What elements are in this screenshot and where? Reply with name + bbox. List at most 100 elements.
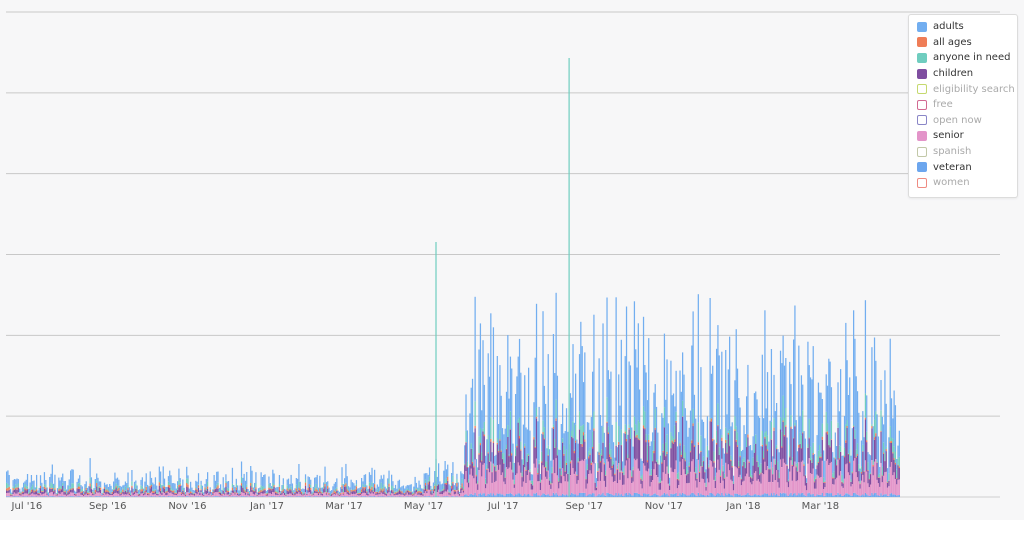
bar-segment-children (230, 493, 232, 495)
bar-segment-senior (137, 496, 140, 497)
bar-segment-children (611, 467, 613, 477)
bar-segment-all-ages (860, 472, 863, 474)
bar-segment-anyone-in-need (486, 464, 488, 469)
bar-segment-anyone-in-need (830, 420, 833, 440)
bar-segment-anyone-in-need (689, 442, 692, 452)
bar-segment-senior (428, 489, 431, 497)
bar-segment-adults (573, 422, 575, 450)
bar-segment-veteran (790, 492, 792, 497)
bar-segment-all-ages (653, 450, 655, 454)
bar-segment-all-ages (505, 448, 508, 450)
bar-segment-anyone-in-need (376, 489, 378, 492)
bar-segment-children (658, 483, 660, 490)
bar-segment-senior (494, 482, 496, 496)
bar-segment-children (499, 440, 501, 465)
legend-item-children[interactable]: children (909, 66, 1017, 82)
bar-segment-adults (56, 488, 59, 493)
legend-item-anyone-in-need[interactable]: anyone in need (909, 50, 1017, 66)
bar-segment-anyone-in-need (63, 488, 65, 492)
bar-segment-children (483, 436, 485, 464)
bar-segment-children (161, 492, 163, 496)
bar-segment-all-ages (173, 490, 175, 493)
bar-segment-all-ages (475, 475, 478, 477)
bar-segment-children (409, 492, 411, 495)
bar-segment-senior (577, 480, 579, 496)
bar-segment-senior (103, 492, 106, 497)
bar-segment-all-ages (558, 481, 560, 482)
legend-item-senior[interactable]: senior (909, 128, 1017, 144)
legend-item-adults[interactable]: adults (909, 19, 1017, 35)
bar-segment-children (654, 429, 656, 464)
legend-item-spanish[interactable]: spanish (909, 144, 1017, 160)
bar-segment-children (193, 493, 196, 496)
bar-segment-adults (464, 445, 466, 464)
bar-segment-senior (684, 474, 686, 495)
bar-segment-children (118, 490, 120, 494)
bar-segment-all-ages (749, 476, 752, 478)
bar-segment-adults (337, 490, 339, 493)
bar-segment-senior (41, 494, 43, 497)
legend-item-veteran[interactable]: veteran (909, 159, 1017, 175)
bar-segment-adults (118, 479, 120, 486)
bar-segment-veteran (735, 493, 737, 497)
legend-item-all-ages[interactable]: all ages (909, 35, 1017, 51)
bar-segment-veteran (388, 496, 390, 497)
legend-item-open-now[interactable]: open now (909, 113, 1017, 129)
bar-segment-all-ages (291, 492, 294, 494)
bar-segment-veteran (59, 496, 61, 497)
bar-segment-adults (837, 382, 839, 423)
bar-segment-all-ages (675, 421, 677, 423)
bar-segment-adults (116, 477, 119, 486)
bar-segment-all-ages (795, 466, 797, 468)
bar-segment-children (388, 486, 390, 493)
bar-segment-adults (336, 478, 338, 488)
bar-segment-adults (165, 487, 167, 491)
bar-segment-all-ages (294, 492, 296, 493)
bar-segment-adults (890, 398, 893, 438)
bar-segment-senior (843, 478, 846, 495)
bar-segment-veteran (76, 496, 78, 497)
bar-segment-children (773, 430, 775, 459)
bar-segment-all-ages (448, 492, 450, 493)
bar-segment-children (268, 489, 270, 494)
bar-segment-senior (362, 492, 364, 497)
bar-segment-adults (107, 486, 110, 490)
bar-segment-veteran (447, 496, 449, 497)
bar-segment-all-ages (148, 493, 150, 495)
bar-segment-veteran (207, 496, 209, 497)
bar-segment-veteran (278, 496, 281, 497)
legend-item-women[interactable]: women (909, 175, 1017, 191)
bar-segment-senior (517, 462, 519, 494)
bar-segment-senior (772, 482, 774, 496)
bar-segment-children (384, 493, 386, 496)
bar-segment-anyone-in-need (701, 461, 703, 467)
bar-segment-anyone-in-need (88, 490, 90, 493)
bar-segment-adults (182, 479, 184, 488)
bar-segment-senior (319, 493, 321, 497)
bar-segment-senior (840, 471, 842, 495)
bar-segment-senior (444, 491, 446, 497)
legend-item-eligibility-search[interactable]: eligibility search (909, 81, 1017, 97)
bar-segment-adults (376, 484, 378, 490)
bar-segment-veteran (72, 496, 74, 497)
bar-segment-children (396, 493, 398, 495)
legend-swatch (917, 177, 927, 188)
legend-item-free[interactable]: free (909, 97, 1017, 113)
bar-segment-veteran (323, 496, 325, 497)
bar-segment-adults (819, 392, 821, 445)
bar-segment-all-ages (366, 491, 368, 493)
bar-segment-children (284, 493, 286, 495)
bar-segment-adults (410, 484, 412, 491)
bar-segment-all-ages (665, 455, 667, 457)
bar-segment-senior (481, 476, 483, 495)
bar-segment-children (251, 489, 253, 493)
bar-segment-adults (445, 469, 448, 479)
bar-segment-senior (278, 492, 281, 497)
bar-segment-senior (11, 496, 13, 497)
bar-segment-veteran (816, 494, 818, 497)
bar-segment-veteran (584, 492, 586, 497)
bar-segment-senior (826, 459, 829, 493)
bar-segment-adults (50, 473, 52, 483)
bar-segment-veteran (659, 496, 662, 497)
bar-segment-children (256, 495, 258, 497)
